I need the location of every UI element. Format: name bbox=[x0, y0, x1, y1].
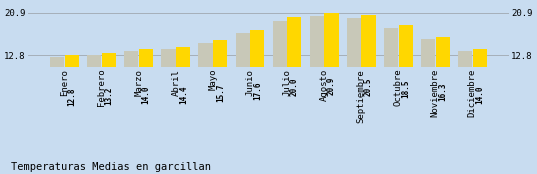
Text: 15.7: 15.7 bbox=[216, 84, 225, 102]
Bar bbox=[310, 16, 324, 123]
Bar bbox=[176, 47, 190, 123]
Bar bbox=[287, 17, 301, 123]
Bar bbox=[398, 25, 412, 123]
Bar bbox=[125, 51, 139, 123]
Text: 20.9: 20.9 bbox=[327, 77, 336, 95]
Text: 14.0: 14.0 bbox=[142, 86, 151, 104]
Text: 12.8: 12.8 bbox=[68, 88, 77, 106]
Bar bbox=[65, 55, 79, 123]
Bar bbox=[473, 49, 487, 123]
Bar bbox=[236, 33, 250, 123]
Bar bbox=[458, 51, 472, 123]
Bar bbox=[50, 57, 64, 123]
Bar bbox=[347, 18, 361, 123]
Text: 13.2: 13.2 bbox=[105, 87, 114, 105]
Text: 14.4: 14.4 bbox=[179, 85, 188, 104]
Bar bbox=[361, 15, 375, 123]
Bar bbox=[139, 49, 153, 123]
Bar bbox=[213, 40, 227, 123]
Bar bbox=[436, 37, 449, 123]
Bar bbox=[88, 55, 101, 123]
Bar bbox=[384, 28, 398, 123]
Bar bbox=[102, 53, 116, 123]
Text: 20.0: 20.0 bbox=[290, 78, 299, 96]
Bar bbox=[250, 30, 264, 123]
Text: 14.0: 14.0 bbox=[475, 86, 484, 104]
Bar bbox=[162, 49, 176, 123]
Bar bbox=[199, 42, 213, 123]
Bar bbox=[421, 39, 435, 123]
Text: 20.5: 20.5 bbox=[364, 77, 373, 96]
Text: 16.3: 16.3 bbox=[438, 83, 447, 101]
Text: 17.6: 17.6 bbox=[253, 81, 262, 100]
Text: Temperaturas Medias en garcillan: Temperaturas Medias en garcillan bbox=[11, 162, 211, 172]
Text: 18.5: 18.5 bbox=[401, 80, 410, 98]
Bar bbox=[324, 13, 338, 123]
Bar bbox=[273, 21, 287, 123]
